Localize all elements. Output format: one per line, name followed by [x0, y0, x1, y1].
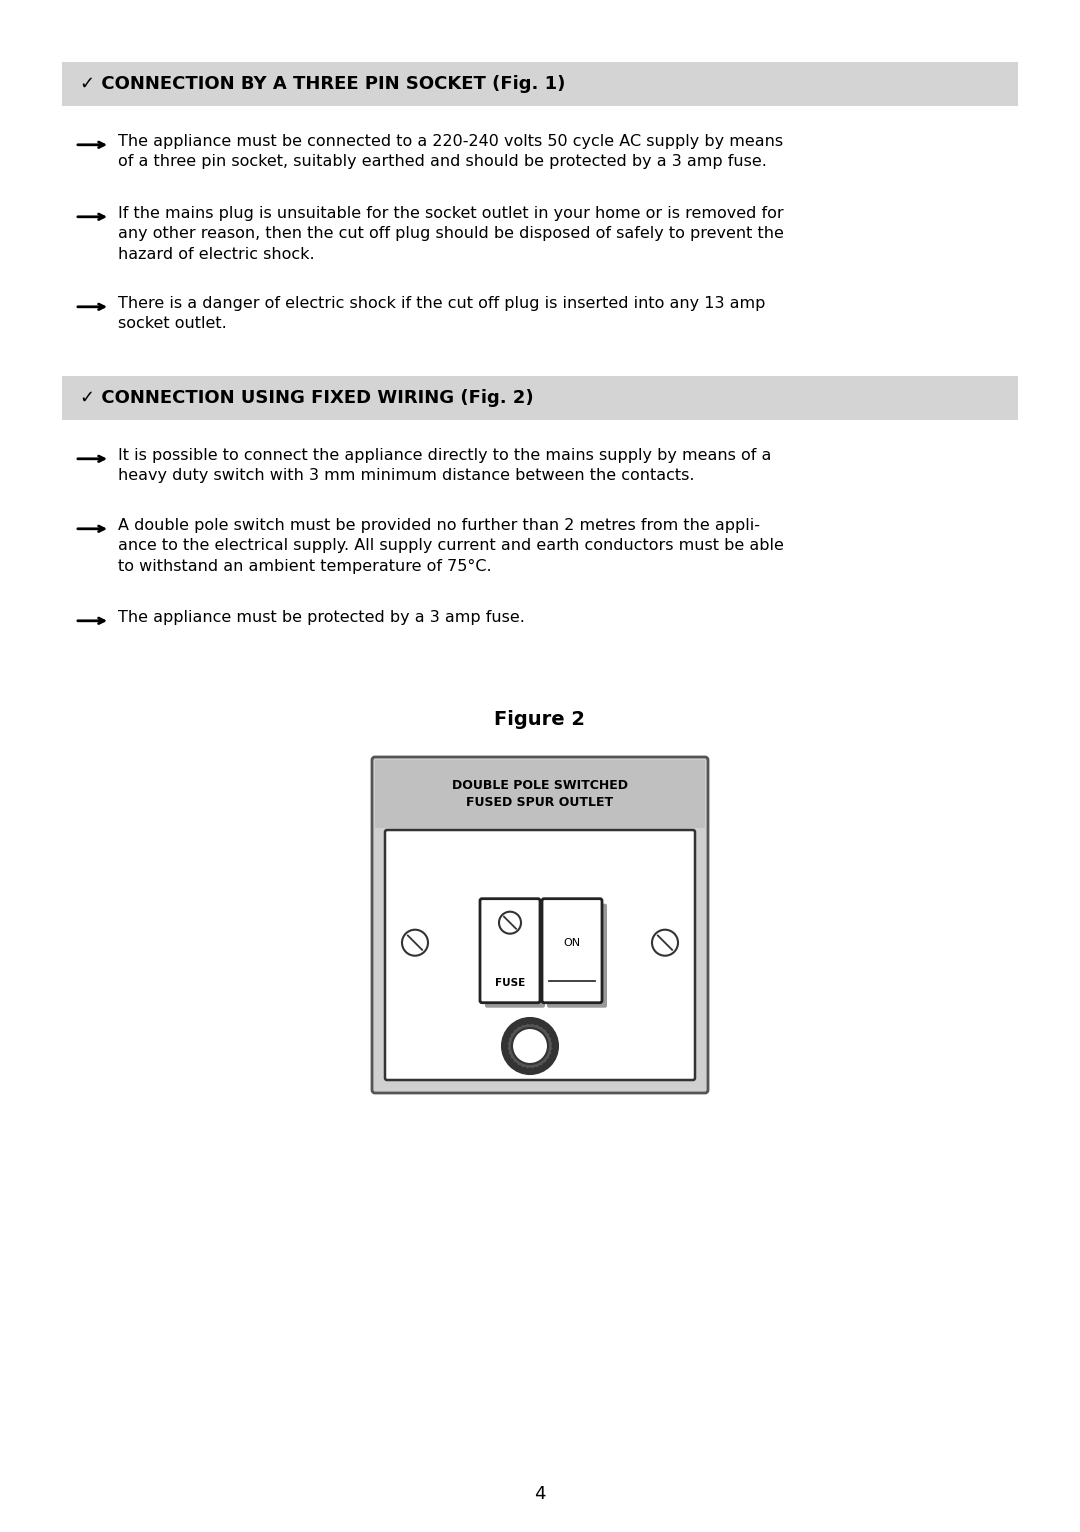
- Text: 4: 4: [535, 1485, 545, 1503]
- Text: ON: ON: [564, 938, 581, 948]
- Circle shape: [551, 1048, 558, 1056]
- Circle shape: [551, 1037, 558, 1043]
- Text: It is possible to connect the appliance directly to the mains supply by means of: It is possible to connect the appliance …: [118, 447, 771, 484]
- Circle shape: [402, 930, 428, 956]
- Circle shape: [515, 1065, 523, 1072]
- Text: A double pole switch must be provided no further than 2 metres from the appli-
a: A double pole switch must be provided no…: [118, 518, 784, 574]
- Circle shape: [511, 1023, 518, 1030]
- Circle shape: [521, 1066, 528, 1074]
- Text: If the mains plug is unsuitable for the socket outlet in your home or is removed: If the mains plug is unsuitable for the …: [118, 205, 784, 262]
- Circle shape: [652, 930, 678, 956]
- Circle shape: [502, 1048, 509, 1056]
- Circle shape: [521, 1019, 528, 1025]
- Circle shape: [546, 1059, 553, 1065]
- Text: ✓ CONNECTION BY A THREE PIN SOCKET (Fig. 1): ✓ CONNECTION BY A THREE PIN SOCKET (Fig.…: [80, 75, 565, 93]
- Circle shape: [527, 1017, 534, 1025]
- Circle shape: [532, 1066, 539, 1074]
- Circle shape: [502, 1037, 509, 1043]
- FancyBboxPatch shape: [480, 899, 540, 1003]
- Circle shape: [504, 1031, 511, 1039]
- Circle shape: [502, 1017, 558, 1074]
- FancyBboxPatch shape: [546, 904, 607, 1008]
- Circle shape: [538, 1020, 544, 1026]
- Text: DOUBLE POLE SWITCHED
FUSED SPUR OUTLET: DOUBLE POLE SWITCHED FUSED SPUR OUTLET: [453, 778, 627, 809]
- Text: The appliance must be protected by a 3 amp fuse.: The appliance must be protected by a 3 a…: [118, 610, 525, 625]
- Circle shape: [549, 1054, 556, 1060]
- Circle shape: [507, 1059, 514, 1065]
- Text: The appliance must be connected to a 220-240 volts 50 cycle AC supply by means
o: The appliance must be connected to a 220…: [118, 133, 783, 170]
- Circle shape: [507, 1026, 514, 1034]
- Circle shape: [542, 1023, 549, 1030]
- FancyBboxPatch shape: [384, 830, 696, 1080]
- Circle shape: [515, 1020, 523, 1026]
- FancyBboxPatch shape: [542, 899, 602, 1003]
- Circle shape: [549, 1031, 556, 1039]
- FancyBboxPatch shape: [485, 904, 545, 1008]
- Bar: [62, 61, 1018, 106]
- Text: There is a danger of electric shock if the cut off plug is inserted into any 13 : There is a danger of electric shock if t…: [118, 296, 766, 331]
- Text: Figure 2: Figure 2: [495, 709, 585, 729]
- Circle shape: [538, 1065, 544, 1072]
- Circle shape: [499, 912, 521, 933]
- Circle shape: [532, 1019, 539, 1025]
- Circle shape: [511, 1062, 518, 1069]
- Circle shape: [552, 1042, 558, 1049]
- FancyBboxPatch shape: [372, 757, 708, 1092]
- Circle shape: [501, 1042, 509, 1049]
- Circle shape: [512, 1028, 548, 1065]
- Text: FUSE: FUSE: [495, 977, 525, 988]
- Circle shape: [546, 1026, 553, 1034]
- Text: ✓ CONNECTION USING FIXED WIRING (Fig. 2): ✓ CONNECTION USING FIXED WIRING (Fig. 2): [80, 389, 534, 408]
- Circle shape: [542, 1062, 549, 1069]
- Bar: [62, 375, 1018, 420]
- Circle shape: [504, 1054, 511, 1060]
- Bar: [375, 760, 705, 827]
- Circle shape: [527, 1068, 534, 1074]
